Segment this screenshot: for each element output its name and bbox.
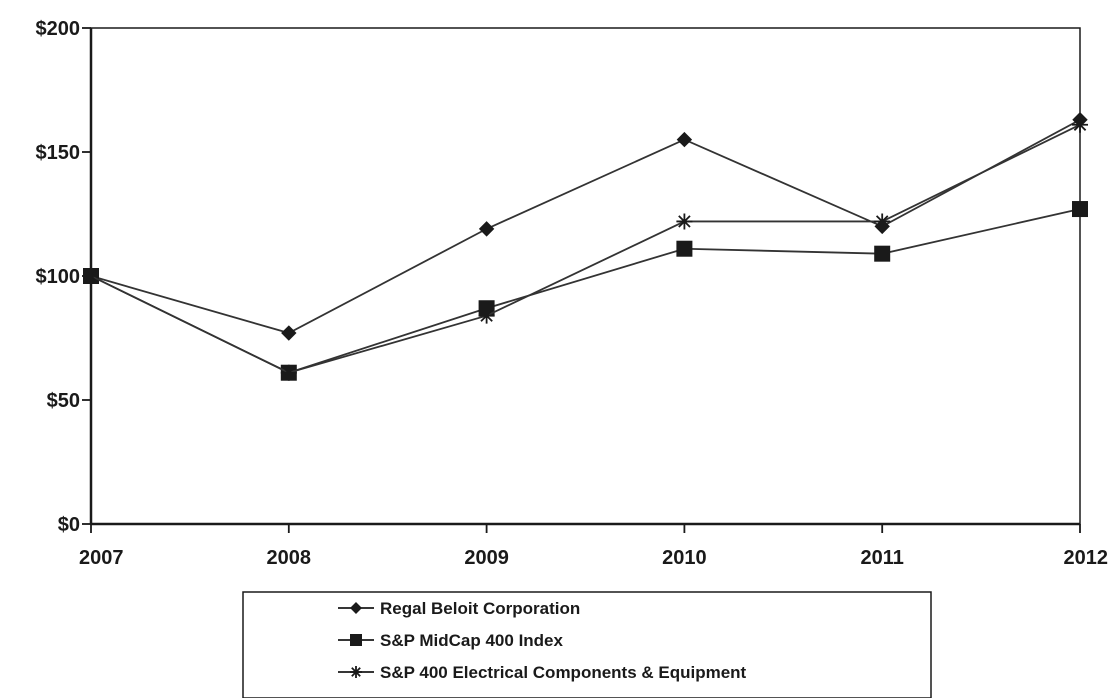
y-axis-ticks: $0 $50 $100 $150 $200 — [36, 18, 91, 536]
series-square — [83, 201, 1088, 381]
x-tick-label: 2007 — [79, 547, 124, 569]
y-tick-label: $150 — [36, 142, 81, 164]
data-point — [280, 364, 297, 381]
data-point — [874, 213, 891, 230]
legend-item: S&P MidCap 400 Index — [338, 631, 564, 650]
series-asterisk — [83, 116, 1088, 381]
legend-marker — [350, 634, 362, 646]
series-line — [90, 123, 1081, 374]
legend-label: S&P MidCap 400 Index — [380, 631, 564, 650]
legend-label: Regal Beloit Corporation — [380, 599, 580, 618]
legend-item: S&P 400 Electrical Components & Equipmen… — [338, 663, 747, 682]
x-tick-label: 2012 — [1064, 547, 1109, 569]
legend-item: Regal Beloit Corporation — [338, 599, 580, 618]
series-line — [90, 118, 1081, 335]
data-point — [478, 221, 495, 237]
x-tick-label: 2011 — [861, 547, 904, 569]
data-point — [676, 213, 693, 230]
y-tick-label: $100 — [36, 266, 81, 288]
x-axis-ticks: 2007 2008 2009 2010 2011 2012 — [79, 524, 1108, 569]
legend-marker — [350, 666, 362, 678]
data-point — [676, 240, 693, 257]
series-layer — [83, 112, 1088, 381]
x-tick-label: 2008 — [267, 547, 312, 569]
data-point — [874, 245, 891, 262]
x-tick-label: 2009 — [464, 547, 509, 569]
plot-area-frame — [90, 27, 1081, 525]
series-diamond — [83, 112, 1088, 341]
legend-items: Regal Beloit Corporation S&P MidCap 400 I… — [338, 599, 747, 682]
x-tick-label: 2010 — [662, 547, 707, 569]
y-tick-label: $200 — [36, 18, 81, 40]
data-point — [1072, 116, 1088, 133]
data-point — [83, 268, 99, 284]
data-point — [1072, 201, 1088, 218]
legend-label: S&P 400 Electrical Components & Equipmen… — [380, 663, 747, 682]
data-point — [676, 131, 693, 148]
legend-marker — [350, 602, 362, 614]
data-point — [478, 307, 495, 324]
y-tick-label: $50 — [47, 390, 80, 412]
y-tick-label: $0 — [58, 514, 80, 536]
data-point — [281, 325, 297, 341]
legend: Regal Beloit Corporation S&P MidCap 400 I… — [242, 591, 932, 698]
